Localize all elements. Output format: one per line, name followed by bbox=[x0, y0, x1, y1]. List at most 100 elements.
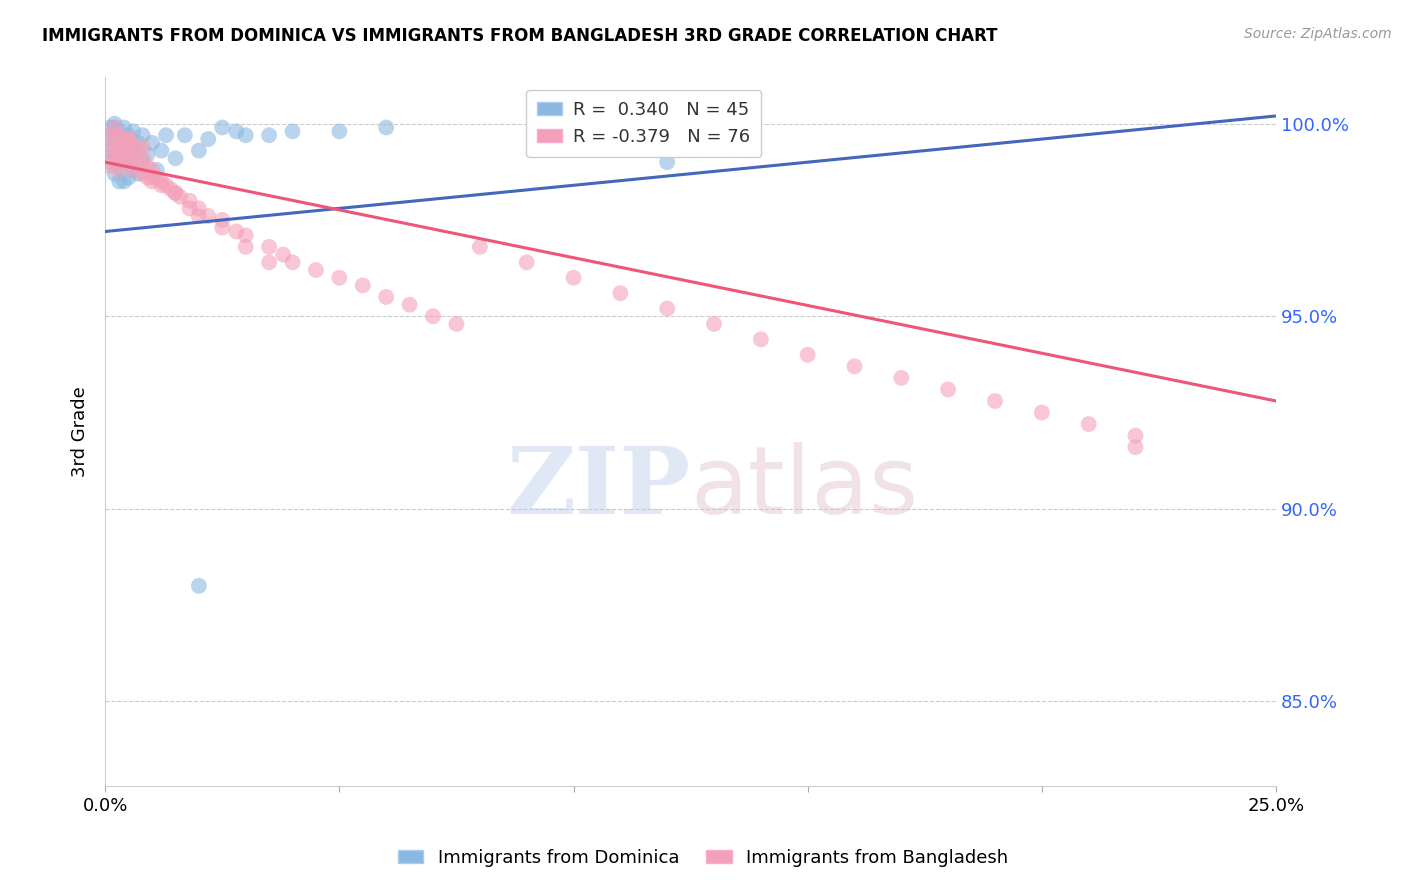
Point bbox=[211, 120, 233, 135]
Point bbox=[257, 240, 280, 254]
Point bbox=[131, 167, 153, 181]
Point bbox=[657, 301, 679, 316]
Point bbox=[703, 317, 725, 331]
Point bbox=[136, 159, 159, 173]
Point bbox=[98, 132, 121, 146]
Point bbox=[446, 317, 468, 331]
Point bbox=[117, 128, 139, 143]
Point bbox=[108, 124, 131, 138]
Point bbox=[562, 270, 585, 285]
Point bbox=[179, 202, 201, 216]
Point bbox=[225, 124, 247, 138]
Point bbox=[112, 174, 135, 188]
Point bbox=[1031, 405, 1053, 419]
Point bbox=[145, 170, 167, 185]
Point bbox=[150, 174, 173, 188]
Point bbox=[131, 155, 153, 169]
Point bbox=[131, 140, 153, 154]
Point bbox=[328, 124, 350, 138]
Point bbox=[136, 170, 159, 185]
Point bbox=[235, 240, 257, 254]
Point bbox=[141, 162, 163, 177]
Point bbox=[375, 120, 398, 135]
Point bbox=[187, 209, 209, 223]
Text: atlas: atlas bbox=[690, 442, 920, 534]
Point bbox=[112, 140, 135, 154]
Point bbox=[98, 120, 121, 135]
Point bbox=[179, 194, 201, 208]
Point bbox=[271, 247, 294, 261]
Point bbox=[657, 155, 679, 169]
Point bbox=[1125, 440, 1147, 454]
Point bbox=[235, 128, 257, 143]
Point bbox=[609, 286, 631, 301]
Point bbox=[108, 144, 131, 158]
Point bbox=[984, 394, 1007, 409]
Point bbox=[796, 348, 818, 362]
Point bbox=[398, 298, 420, 312]
Point bbox=[131, 128, 153, 143]
Point bbox=[117, 170, 139, 185]
Point bbox=[141, 174, 163, 188]
Point bbox=[197, 132, 219, 146]
Point bbox=[122, 151, 145, 165]
Point bbox=[281, 124, 304, 138]
Point bbox=[98, 159, 121, 173]
Point bbox=[122, 140, 145, 154]
Point bbox=[257, 255, 280, 269]
Point bbox=[117, 132, 139, 146]
Point bbox=[155, 178, 177, 193]
Point bbox=[145, 162, 167, 177]
Point bbox=[141, 170, 163, 185]
Point bbox=[103, 117, 125, 131]
Point bbox=[103, 120, 125, 135]
Point bbox=[112, 155, 135, 169]
Point bbox=[150, 144, 173, 158]
Point bbox=[112, 120, 135, 135]
Point bbox=[150, 178, 173, 193]
Point bbox=[108, 162, 131, 177]
Point bbox=[98, 128, 121, 143]
Point bbox=[98, 155, 121, 169]
Point bbox=[225, 225, 247, 239]
Point bbox=[155, 128, 177, 143]
Point bbox=[165, 186, 187, 200]
Point bbox=[103, 144, 125, 158]
Point bbox=[136, 147, 159, 161]
Point bbox=[187, 144, 209, 158]
Point bbox=[211, 213, 233, 227]
Point bbox=[257, 128, 280, 143]
Text: IMMIGRANTS FROM DOMINICA VS IMMIGRANTS FROM BANGLADESH 3RD GRADE CORRELATION CHA: IMMIGRANTS FROM DOMINICA VS IMMIGRANTS F… bbox=[42, 27, 998, 45]
Point bbox=[122, 124, 145, 138]
Point bbox=[173, 128, 195, 143]
Point bbox=[159, 182, 181, 196]
Point bbox=[112, 155, 135, 169]
Point bbox=[117, 155, 139, 169]
Point bbox=[108, 174, 131, 188]
Point bbox=[103, 132, 125, 146]
Point bbox=[103, 120, 125, 135]
Text: ZIP: ZIP bbox=[506, 443, 690, 533]
Point bbox=[103, 147, 125, 161]
Point bbox=[169, 190, 191, 204]
Point bbox=[98, 144, 121, 158]
Point bbox=[187, 579, 209, 593]
Point bbox=[141, 136, 163, 150]
Point bbox=[211, 220, 233, 235]
Point bbox=[328, 270, 350, 285]
Text: Source: ZipAtlas.com: Source: ZipAtlas.com bbox=[1244, 27, 1392, 41]
Point bbox=[127, 136, 149, 150]
Point bbox=[305, 263, 328, 277]
Point bbox=[98, 144, 121, 158]
Point bbox=[103, 132, 125, 146]
Point bbox=[197, 209, 219, 223]
Point bbox=[127, 167, 149, 181]
Point bbox=[281, 255, 304, 269]
Point bbox=[375, 290, 398, 304]
Point bbox=[122, 162, 145, 177]
Point bbox=[1125, 428, 1147, 442]
Legend: Immigrants from Dominica, Immigrants from Bangladesh: Immigrants from Dominica, Immigrants fro… bbox=[391, 842, 1015, 874]
Point bbox=[890, 371, 912, 385]
Point bbox=[117, 147, 139, 161]
Point bbox=[103, 167, 125, 181]
